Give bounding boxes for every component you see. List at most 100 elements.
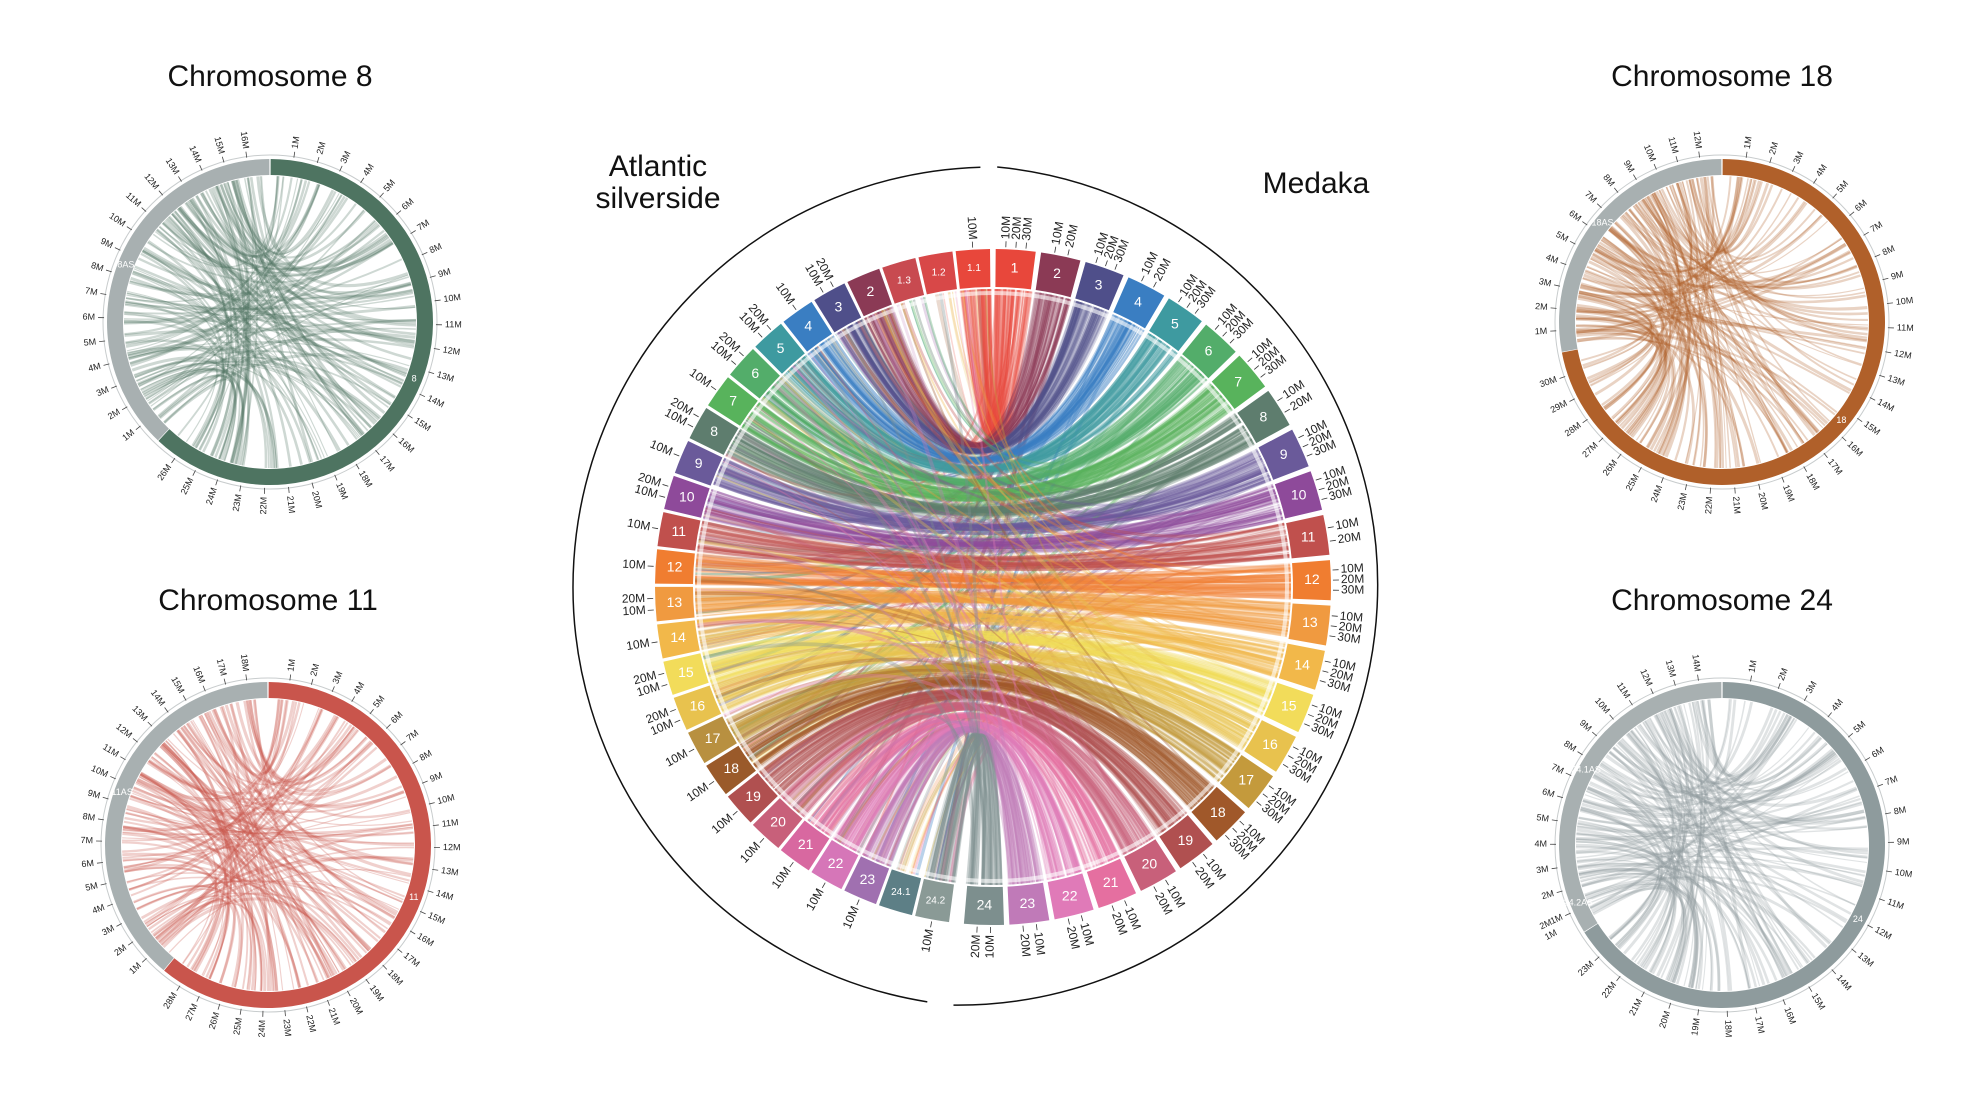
synteny-link [695,398,1226,570]
synteny-link [730,666,1226,775]
synteny-link [725,454,1019,885]
medaka-chr-17 [1219,755,1274,809]
synteny-link [742,406,1232,503]
synteny-link [741,385,1215,499]
synteny-link [850,707,1185,851]
synteny-link [865,316,1102,866]
synteny-link [777,360,1189,481]
synteny-link [152,897,227,976]
synteny-link [708,612,1289,678]
synteny-link [696,557,1291,577]
synteny-link [864,726,1017,885]
synteny-link [977,289,1193,810]
synteny-link [219,183,365,436]
tick-mark [1874,254,1881,258]
synteny-link [863,726,1040,882]
synteny-link [896,427,1247,870]
synteny-link [703,512,1284,553]
synteny-link [765,694,1165,832]
synteny-link [1576,811,1865,838]
synteny-link [1592,788,1858,916]
synteny-link [148,826,414,931]
synteny-link [791,365,1039,882]
medaka-chr-label: 23 [1020,895,1036,911]
synteny-link [697,610,1283,661]
synteny-link [705,632,1270,700]
synteny-link [1592,699,1731,800]
synteny-link [843,305,1093,454]
synteny-link [1650,194,1744,467]
tick-label: 24M [204,486,219,506]
synteny-link [1587,785,1766,986]
synteny-link [735,433,1253,514]
silverside-arc-label: 24.1AS [1571,765,1601,775]
tick-mark [217,1003,221,1010]
synteny-link [235,176,279,251]
tick-mark [102,796,109,800]
tick-label: 2M [1538,917,1554,931]
synteny-link [707,494,1278,545]
synteny-link [144,708,323,926]
synteny-link [743,583,1292,753]
synteny-link [874,295,1058,448]
synteny-link [963,289,1015,440]
synteny-link [135,780,405,898]
synteny-link [706,632,1273,693]
tick-mark [651,641,658,644]
synteny-link [1576,328,1826,427]
synteny-link [1595,247,1705,467]
tick-label: 4M [1829,697,1845,713]
synteny-link [219,706,392,796]
synteny-link [724,663,1224,778]
synteny-link [844,722,1060,879]
synteny-link [699,615,1284,659]
synteny-link [853,302,1083,451]
synteny-link [140,771,379,943]
synteny-link [1575,843,1751,989]
synteny-link [194,705,242,973]
synteny-link [260,176,321,252]
tick-label: 11M [445,319,462,329]
synteny-link [695,565,1291,586]
synteny-link [1585,269,1850,395]
tick-mark [164,707,169,713]
synteny-link [988,288,1007,440]
synteny-link [701,621,1278,677]
tick-label: 18M [239,653,251,672]
synteny-link [726,433,1250,517]
synteny-link [695,573,1291,600]
synteny-link [185,201,366,266]
synteny-link [168,868,411,953]
tick-mark [176,985,181,992]
tick-label: 10M [1895,295,1914,307]
synteny-link [1696,700,1840,792]
synteny-link [814,319,1128,463]
synteny-link [712,646,1250,742]
synteny-link [735,301,1081,490]
medaka-chr-8 [1237,390,1290,444]
synteny-link [1601,192,1680,407]
tick-label: 14M [1690,654,1702,673]
synteny-link [705,634,1264,715]
synteny-link [732,415,1239,510]
synteny-link [1597,714,1789,798]
tick-label: 7M [80,835,93,845]
synteny-link [744,680,1195,809]
synteny-link [697,535,1287,566]
synteny-link [729,438,1253,516]
synteny-link [1610,708,1688,941]
synteny-link [814,318,1125,462]
synteny-link [1576,330,1668,438]
synteny-link [964,289,1000,440]
tick-label: 20M [1337,529,1362,546]
synteny-link [747,394,1223,499]
synteny-link [929,732,986,885]
synteny-link [1646,196,1818,434]
tick-label: 1M [127,960,143,976]
chromosome-18-circos: Chromosome 18 1M 2M3M4M5M6M7M8M9M10M11M12… [1534,60,1913,514]
synteny-link [154,751,249,989]
tick-mark [97,818,104,821]
synteny-link [837,330,1275,518]
silverside-chr-19 [727,773,778,823]
synteny-link [699,617,1279,677]
